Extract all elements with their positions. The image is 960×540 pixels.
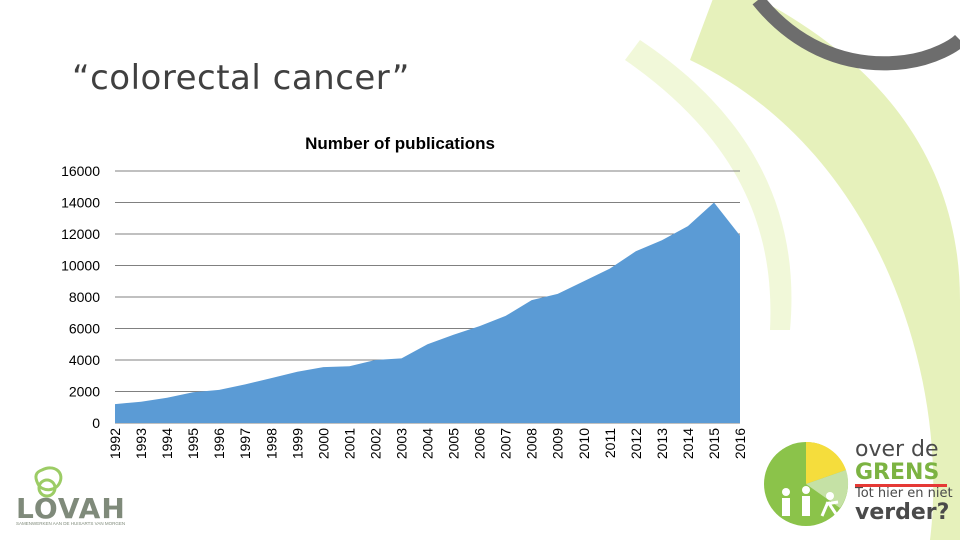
x-tick-label: 2015 (706, 428, 722, 459)
x-tick-label: 2003 (394, 428, 410, 459)
x-tick-label: 1992 (107, 428, 123, 459)
y-tick-label: 14000 (61, 195, 100, 211)
x-tick-label: 2002 (367, 428, 383, 459)
y-tick-label: 2000 (69, 384, 100, 400)
x-tick-label: 2006 (472, 428, 488, 459)
x-tick-label: 1995 (185, 428, 201, 459)
lovah-logo (34, 466, 63, 498)
grens-text-line4: verder? (855, 500, 950, 525)
x-tick-label: 2005 (446, 428, 462, 459)
x-tick-label: 2014 (680, 428, 696, 459)
y-axis-tick-labels: 0 2000 4000 6000 8000 10000 12000 14000 16000 (61, 163, 100, 431)
x-tick-label: 2009 (550, 428, 566, 459)
area-series (115, 202, 740, 423)
x-tick-label: 1996 (211, 428, 227, 459)
x-tick-label: 2016 (732, 428, 748, 459)
lovah-ring-icon (37, 478, 57, 498)
x-tick-label: 2007 (498, 428, 514, 459)
grens-text-line3: Tot hier en niet (855, 486, 953, 501)
x-tick-label: 1999 (289, 428, 305, 459)
green-arc-decoration (690, 0, 960, 540)
x-axis-tick-labels: 1992 1993 1994 1995 1996 1997 1998 1999 2000 2001… (107, 428, 748, 459)
x-tick-label: 2011 (602, 428, 618, 458)
lovah-wordmark: LOVAH (16, 492, 126, 525)
lovah-leaf-icon (34, 466, 63, 492)
grens-light-segment-icon (806, 470, 849, 508)
person-icon-body-1 (782, 498, 790, 516)
y-tick-label: 12000 (61, 226, 100, 242)
grens-text-line2: GRENS (855, 460, 940, 485)
grens-text-line1: over de (855, 437, 939, 462)
person-icon-head-2 (802, 486, 810, 494)
person-icon-head-1 (782, 488, 790, 496)
x-tick-label: 1998 (263, 428, 279, 459)
x-tick-label: 1994 (159, 428, 175, 459)
lovah-tagline: SAMENWERKEN AAN DE HUISARTS VAN MORGEN (16, 521, 126, 526)
y-tick-label: 10000 (61, 258, 100, 274)
y-tick-label: 16000 (61, 163, 100, 179)
person-icon-body-2 (802, 496, 810, 516)
grens-logo (764, 441, 849, 526)
y-tick-label: 6000 (69, 321, 100, 337)
x-tick-label: 2012 (628, 428, 644, 459)
x-tick-label: 2013 (654, 428, 670, 459)
x-tick-label: 2004 (420, 428, 436, 459)
y-tick-label: 0 (92, 415, 100, 431)
y-tick-label: 8000 (69, 289, 100, 305)
x-tick-label: 1997 (237, 428, 253, 459)
x-tick-label: 2000 (315, 428, 331, 459)
x-tick-label: 2008 (524, 428, 540, 459)
x-tick-label: 2001 (341, 428, 357, 459)
chart-title: Number of publications (305, 134, 495, 153)
grens-red-bar (855, 484, 947, 487)
x-tick-label: 1993 (133, 428, 149, 459)
grens-yellow-segment-icon (806, 441, 846, 484)
green-arc-inner-decoration (625, 40, 792, 330)
slide-title: “colorectal cancer” (72, 58, 410, 98)
runner-icon-head (826, 492, 834, 500)
y-tick-label: 4000 (69, 352, 100, 368)
x-tick-label: 2010 (576, 428, 592, 459)
runner-icon-body (820, 500, 839, 517)
gray-arc-decoration (752, 0, 960, 71)
